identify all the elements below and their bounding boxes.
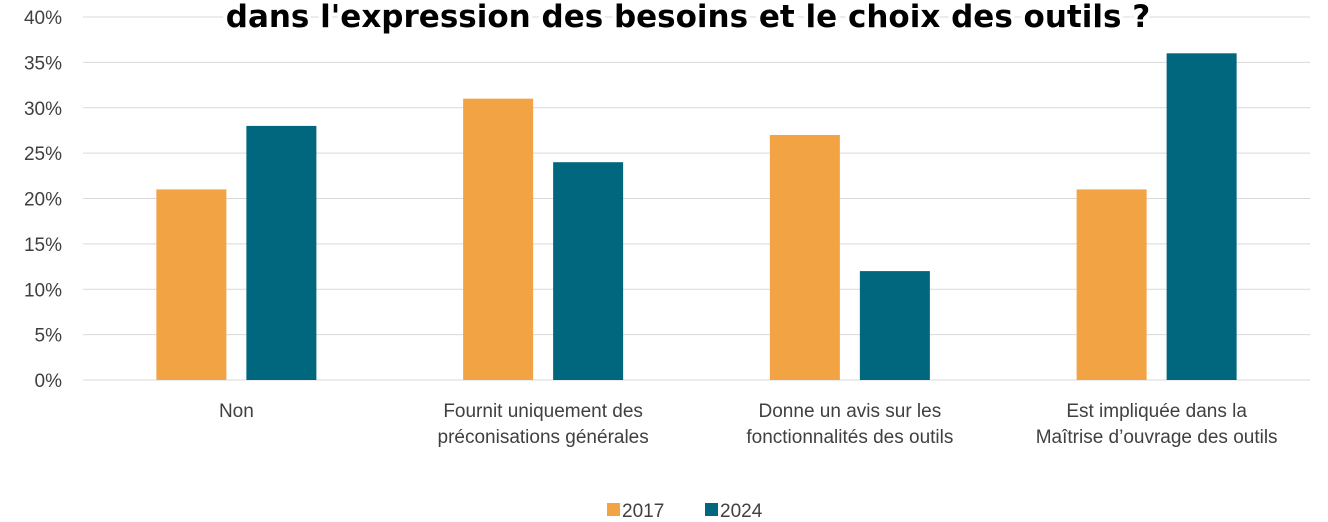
- bar: [553, 162, 624, 380]
- y-tick-label: 25%: [24, 144, 62, 165]
- y-tick-label: 0%: [35, 371, 63, 392]
- bar: [246, 125, 317, 381]
- legend-swatch: [705, 503, 718, 516]
- x-tick-label: Donne un avis sur les fonctionnalités des…: [746, 401, 953, 448]
- bar: [1166, 53, 1237, 381]
- x-tick-label: Non: [219, 401, 254, 422]
- y-tick-label: 15%: [24, 235, 62, 256]
- legend-label: 2017: [622, 501, 664, 522]
- bar: [463, 98, 534, 381]
- bar: [1076, 189, 1147, 380]
- y-tick-label: 30%: [24, 99, 62, 120]
- y-tick-label: 35%: [24, 53, 62, 74]
- y-tick-label: 40%: [24, 8, 62, 29]
- bar: [156, 189, 227, 380]
- y-tick-label: 10%: [24, 280, 62, 301]
- x-tick-label: Fournit uniquement des préconisations gén…: [438, 401, 649, 448]
- legend-swatch: [607, 503, 620, 516]
- bar: [859, 271, 930, 380]
- chart-title: dans l'expression des besoins et le choi…: [226, 0, 1150, 35]
- x-tick-label: Est impliquée dans la Maîtrise d’ouvrage …: [1036, 401, 1278, 448]
- y-tick-label: 5%: [35, 326, 63, 347]
- y-tick-label: 20%: [24, 190, 62, 211]
- bar: [769, 134, 840, 380]
- legend-label: 2024: [720, 501, 763, 522]
